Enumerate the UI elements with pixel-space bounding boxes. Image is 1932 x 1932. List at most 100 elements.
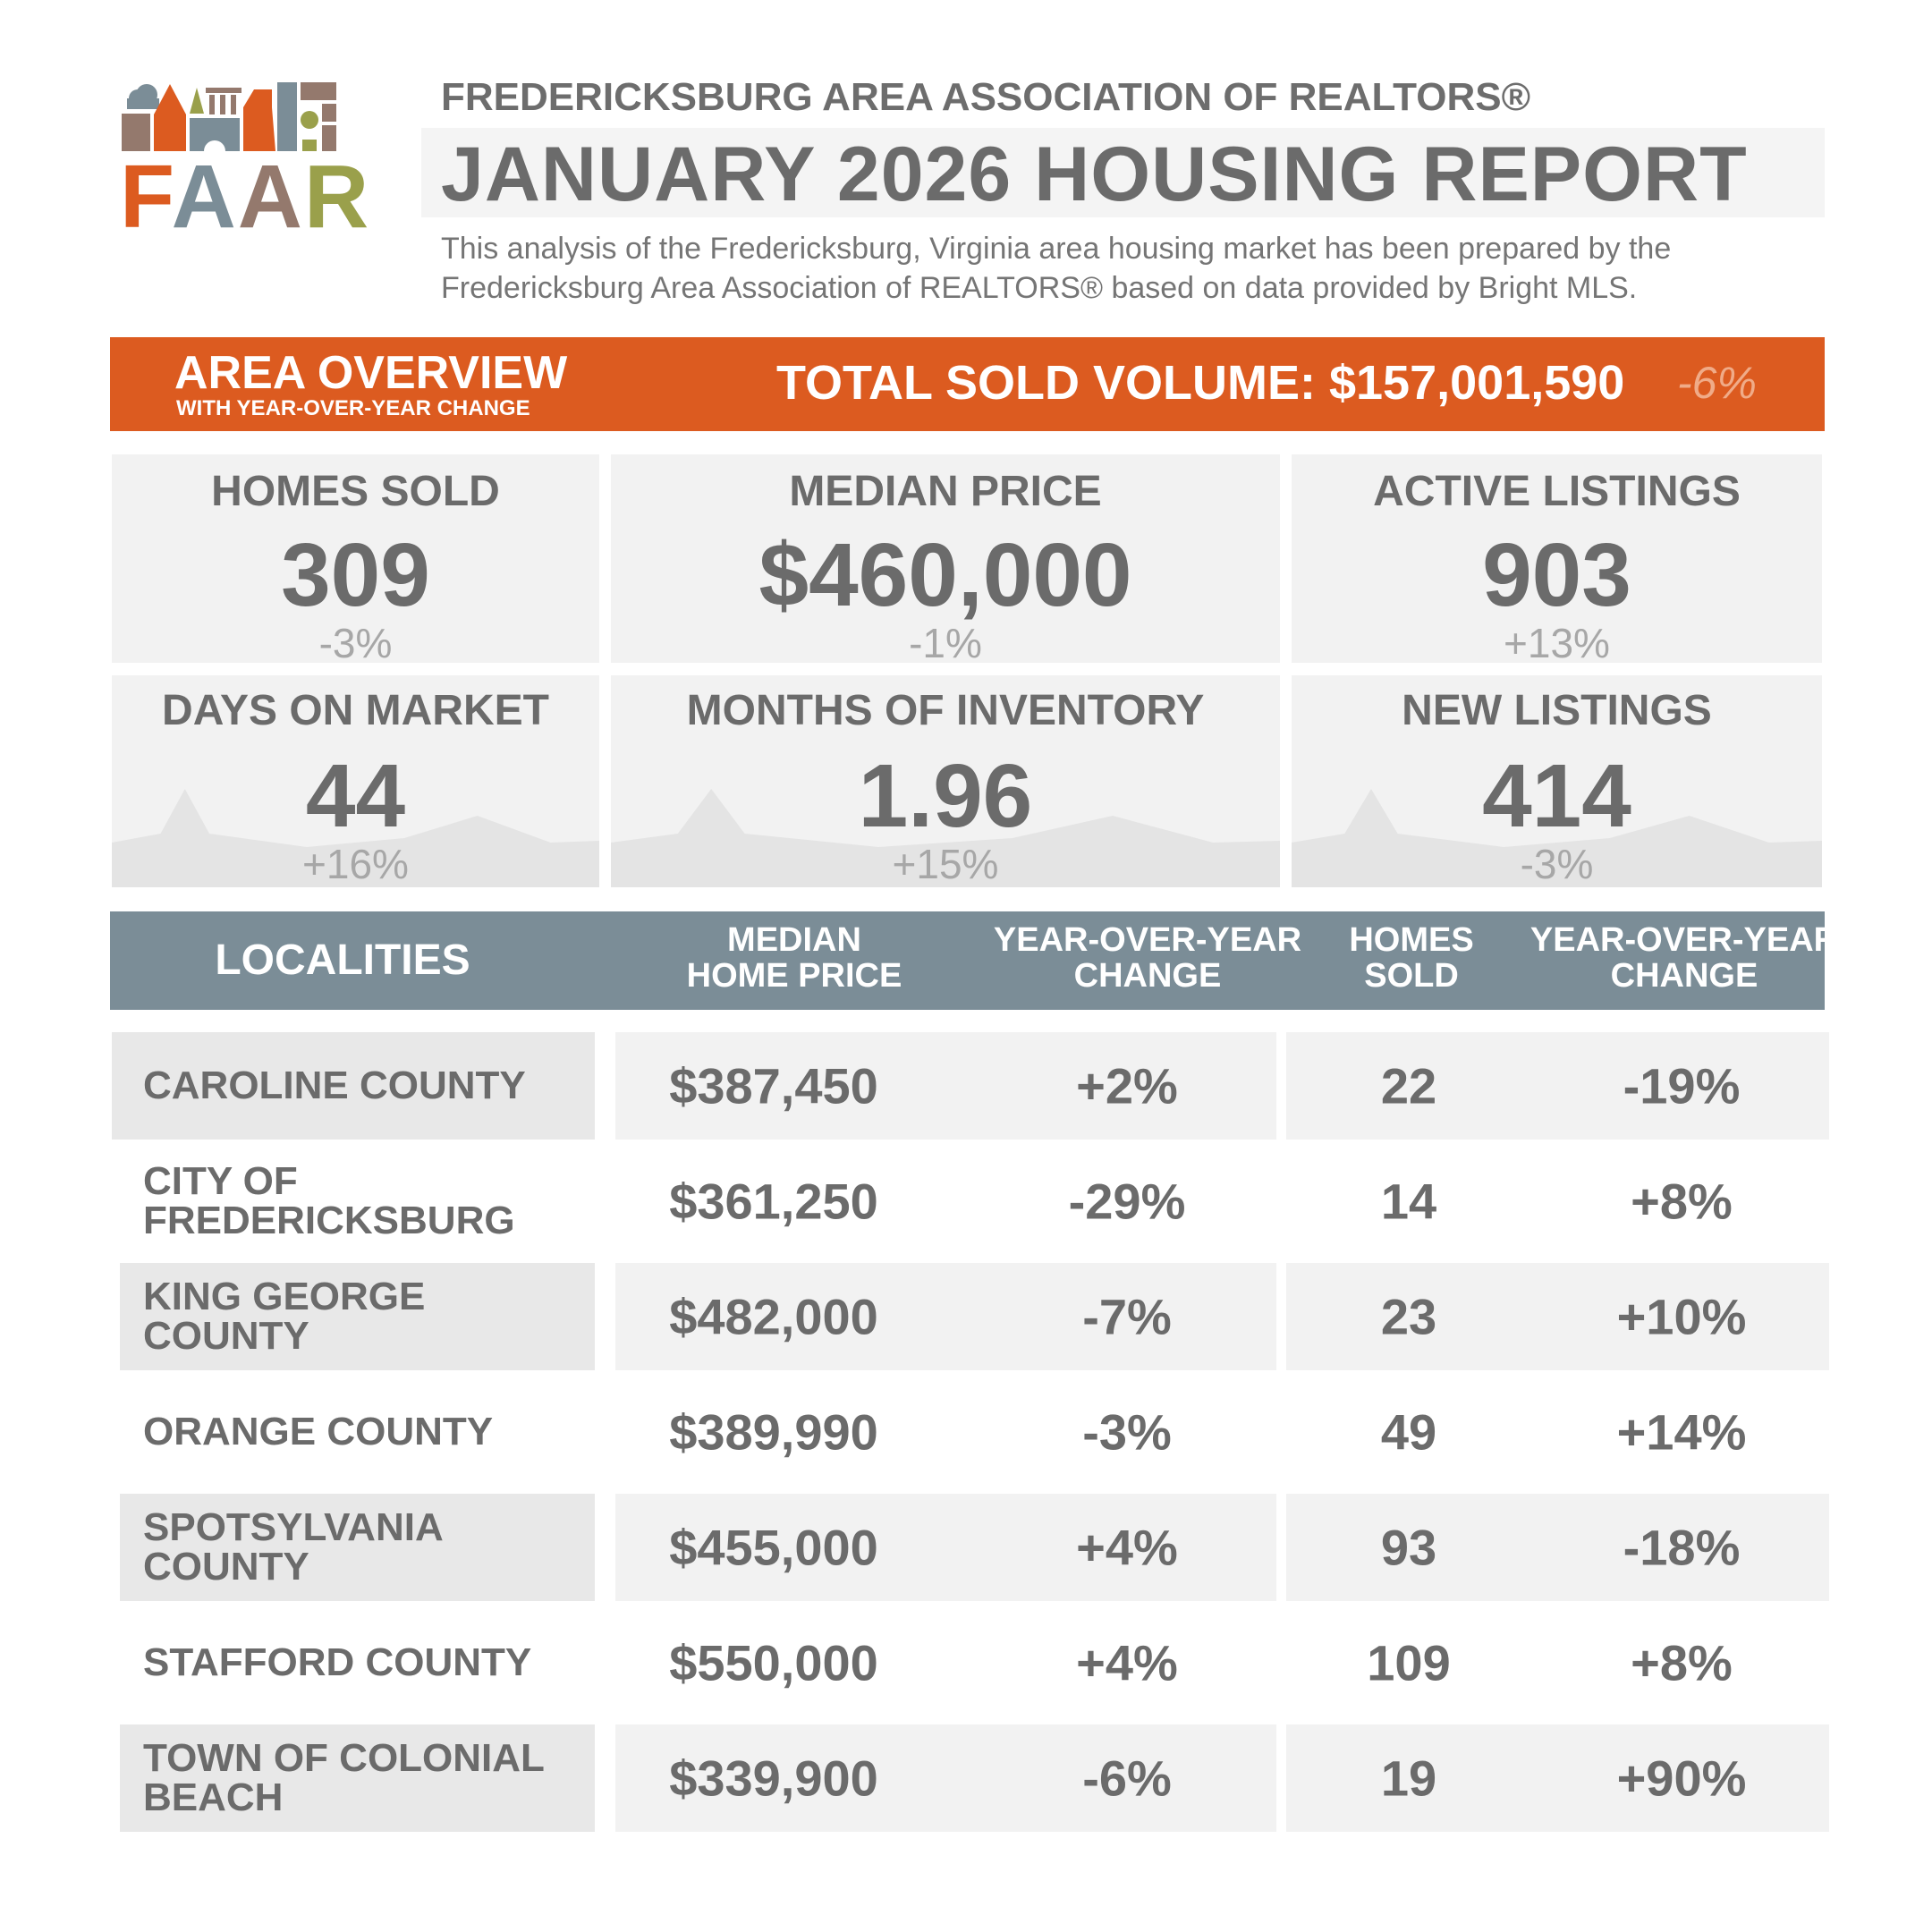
price-cells (615, 1032, 1276, 1140)
total-sold-volume: TOTAL SOLD VOLUME: $157,001,590 (776, 356, 1625, 410)
stat-value: 44 (305, 746, 406, 846)
locality-name: KING GEORGE COUNTY (143, 1275, 426, 1358)
price-yoy-change: +4% (1076, 1634, 1178, 1691)
stat-card-homes-sold: HOMES SOLD 309 -3% (112, 454, 599, 663)
locality-name: TOWN OF COLONIAL BEACH (143, 1736, 545, 1819)
stat-card-new-listings: NEW LISTINGS 414 -3% (1292, 675, 1822, 887)
locality-name: SPOTSYLVANIA COUNTY (143, 1505, 443, 1589)
logo-wordmark: FAAR (120, 152, 370, 242)
median-price: $550,000 (669, 1634, 878, 1691)
stat-card-days-on-market: DAYS ON MARKET 44 +16% (112, 675, 599, 887)
stat-label: MEDIAN PRICE (789, 468, 1102, 515)
price-yoy-change: -7% (1082, 1288, 1172, 1345)
logo-letter: R (304, 147, 371, 247)
header-homes-sold: HOMES SOLD (1349, 921, 1474, 995)
stat-value: 414 (1482, 746, 1631, 846)
homes-sold: 93 (1380, 1519, 1437, 1576)
sold-yoy-change: +8% (1631, 1634, 1733, 1691)
stat-label: DAYS ON MARKET (162, 687, 549, 734)
sold-yoy-change: +8% (1631, 1173, 1733, 1230)
sold-cells (1286, 1724, 1829, 1832)
header-median-home-price: MEDIAN HOME PRICE (686, 921, 902, 995)
stat-value: 309 (281, 525, 430, 625)
price-yoy-change: -3% (1082, 1403, 1172, 1461)
area-overview-subtitle: WITH YEAR-OVER-YEAR CHANGE (176, 396, 530, 420)
median-price: $389,990 (669, 1403, 878, 1461)
locality-cell (120, 1494, 595, 1601)
median-price: $455,000 (669, 1519, 878, 1576)
logo-letter: A (171, 147, 238, 247)
table-row: TOWN OF COLONIAL BEACH $339,900 -6% 19 +… (0, 1724, 1932, 1832)
stat-label: HOMES SOLD (211, 468, 500, 515)
stat-change: +16% (302, 841, 409, 887)
price-cells (615, 1263, 1276, 1370)
median-price: $387,450 (669, 1057, 878, 1114)
median-price: $482,000 (669, 1288, 878, 1345)
skyline-silhouette-icon (611, 789, 1280, 887)
locality-cell (112, 1032, 595, 1140)
locality-name: CAROLINE COUNTY (143, 1063, 526, 1107)
stat-card-active-listings: ACTIVE LISTINGS 903 +13% (1292, 454, 1822, 663)
homes-sold: 23 (1380, 1288, 1437, 1345)
sold-yoy-change: +14% (1616, 1403, 1747, 1461)
homes-sold: 109 (1367, 1634, 1451, 1691)
stat-change: -1% (909, 620, 982, 663)
stat-change: -3% (318, 620, 393, 663)
sold-cells (1286, 1263, 1829, 1370)
localities-header: LOCALITIES MEDIAN HOME PRICE YEAR-OVER-Y… (110, 911, 1838, 1010)
locality-cell (120, 1263, 595, 1370)
faar-logo: FAAR (120, 80, 370, 242)
price-yoy-change: -29% (1068, 1173, 1186, 1230)
stat-value: 903 (1482, 525, 1631, 625)
locality-name: STAFFORD COUNTY (143, 1640, 532, 1684)
homes-sold: 49 (1380, 1403, 1437, 1461)
locality-cell (120, 1724, 595, 1832)
header-localities: LOCALITIES (215, 936, 470, 984)
stat-change: +15% (892, 841, 999, 887)
logo-letter: A (237, 147, 305, 247)
title-background (421, 128, 1825, 217)
sold-yoy-change: -18% (1623, 1519, 1741, 1576)
stat-label: MONTHS OF INVENTORY (686, 687, 1205, 734)
sold-yoy-change: +10% (1616, 1288, 1747, 1345)
homes-sold: 19 (1380, 1750, 1437, 1807)
sold-cells (1286, 1032, 1829, 1140)
price-cells (615, 1724, 1276, 1832)
locality-name: ORANGE COUNTY (143, 1410, 494, 1453)
area-overview-banner: AREA OVERVIEW WITH YEAR-OVER-YEAR CHANGE… (110, 337, 1825, 431)
stat-value: 1.96 (858, 746, 1033, 846)
stat-card-months-of-inventory: MONTHS OF INVENTORY 1.96 +15% (611, 675, 1280, 887)
total-sold-volume-change: -6% (1677, 358, 1757, 408)
table-row: STAFFORD COUNTY $550,000 +4% 109 +8% (0, 1609, 1932, 1716)
area-overview-title: AREA OVERVIEW (174, 347, 568, 399)
table-row: ORANGE COUNTY $389,990 -3% 49 +14% (0, 1378, 1932, 1486)
organization-name: FREDERICKSBURG AREA ASSOCIATION OF REALT… (441, 75, 1531, 119)
price-cells (615, 1494, 1276, 1601)
stat-value: $460,000 (758, 525, 1132, 625)
sold-yoy-change: -19% (1623, 1057, 1741, 1114)
page-title: JANUARY 2026 HOUSING REPORT (441, 131, 1748, 217)
table-row: KING GEORGE COUNTY $482,000 -7% 23 +10% (0, 1263, 1932, 1370)
report-description: This analysis of the Fredericksburg, Vir… (441, 232, 1672, 305)
sold-yoy-change: +90% (1616, 1750, 1747, 1807)
header-price-yoy-change: YEAR-OVER-YEAR CHANGE (993, 921, 1302, 995)
stat-label: ACTIVE LISTINGS (1373, 468, 1741, 515)
skyline-silhouette-icon (1292, 789, 1822, 887)
stat-change: +13% (1504, 620, 1610, 663)
locality-name: CITY OF FREDERICKSBURG (143, 1159, 515, 1242)
median-price: $339,900 (669, 1750, 878, 1807)
sold-cells (1286, 1494, 1829, 1601)
stat-label: NEW LISTINGS (1402, 687, 1712, 734)
logo-letter: F (120, 147, 172, 247)
skyline-silhouette-icon (112, 789, 599, 887)
skyline-logo-icon (122, 82, 336, 151)
table-row: CITY OF FREDERICKSBURG $361,250 -29% 14 … (0, 1148, 1932, 1255)
header-sold-yoy-change: YEAR-OVER-YEAR CHANGE (1530, 921, 1839, 995)
homes-sold: 22 (1380, 1057, 1437, 1114)
price-yoy-change: +4% (1076, 1519, 1178, 1576)
price-yoy-change: +2% (1076, 1057, 1178, 1114)
stat-card-median-price: MEDIAN PRICE $460,000 -1% (611, 454, 1280, 663)
median-price: $361,250 (669, 1173, 878, 1230)
table-row: CAROLINE COUNTY $387,450 +2% 22 -19% (0, 1032, 1932, 1140)
stat-change: -3% (1520, 841, 1594, 887)
